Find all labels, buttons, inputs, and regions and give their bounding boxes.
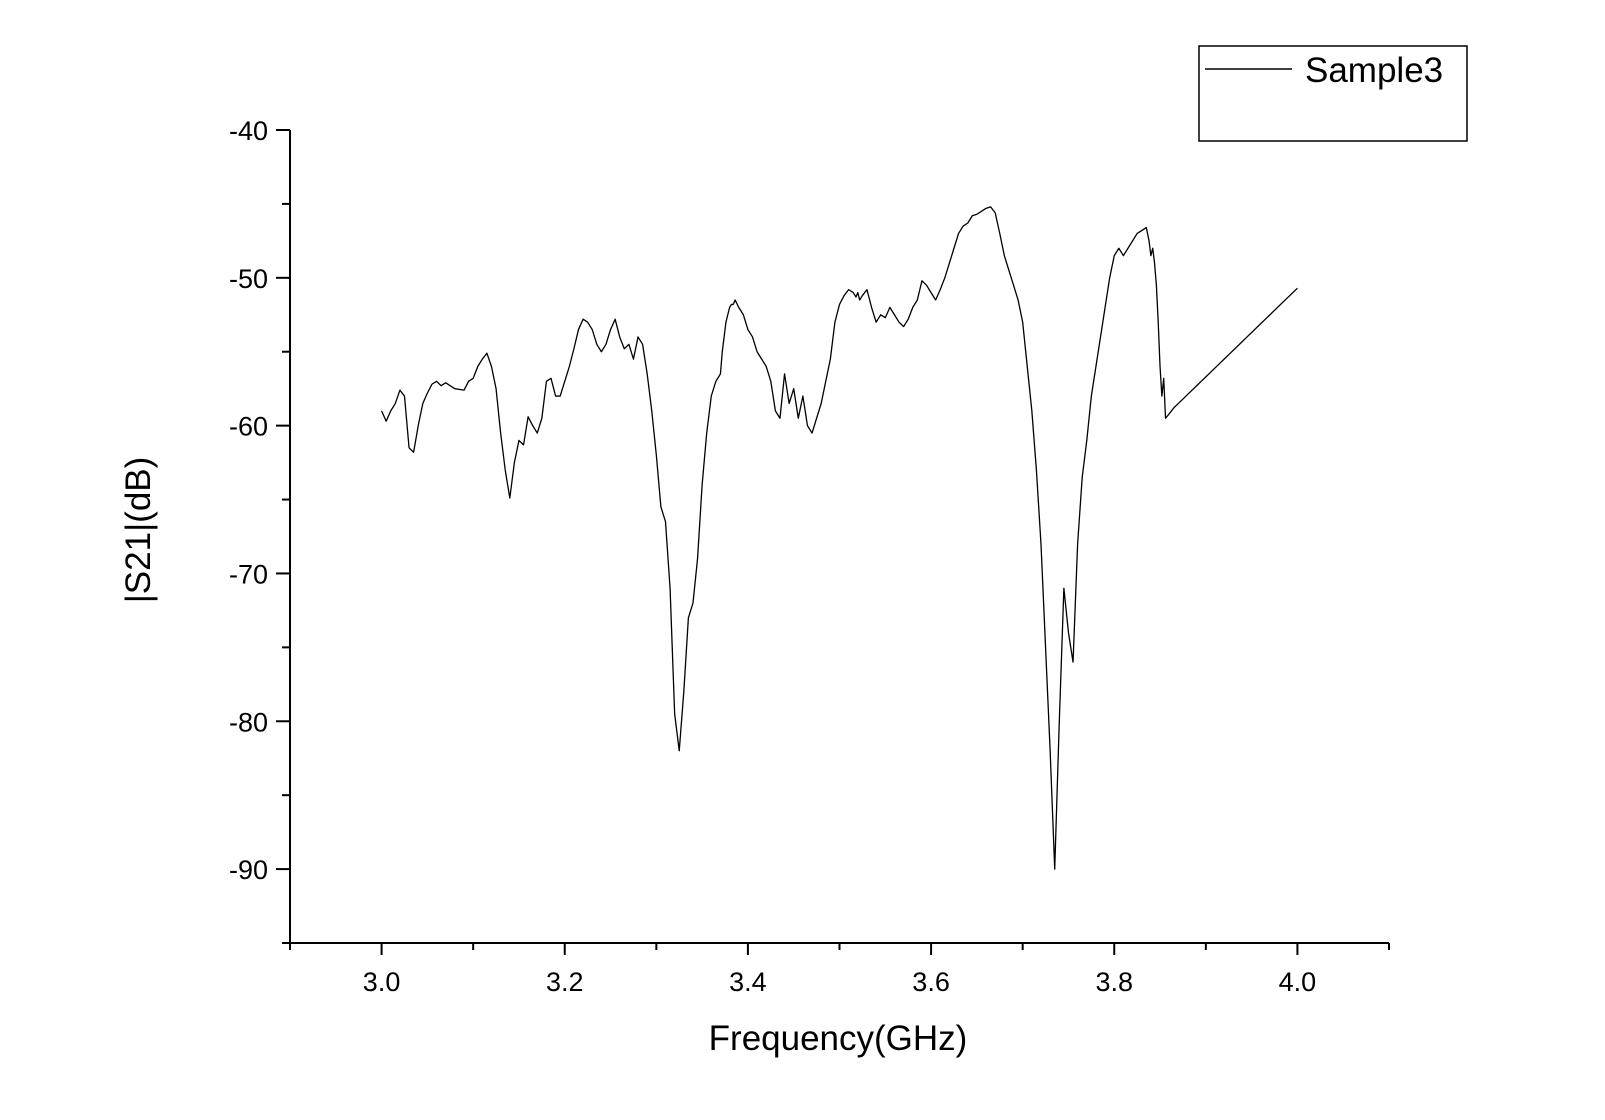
x-tick-label: 4.0 (1279, 967, 1317, 997)
plot-area (380, 206, 1298, 870)
x-tick-label: 3.2 (546, 967, 584, 997)
legend: Sample3 (1198, 45, 1468, 142)
x-tick-label: 3.6 (912, 967, 950, 997)
x-tick-label: 3.0 (363, 967, 401, 997)
x-tick-label: 3.8 (1095, 967, 1133, 997)
legend-box (1198, 45, 1468, 142)
x-ticks: 3.0 3.2 3.4 3.6 3.8 4.0 (289, 943, 1390, 997)
x-axis-title: Frequency(GHz) (709, 1019, 968, 1058)
y-axis-title: |S21|(dB) (119, 457, 158, 604)
y-tick-label: -40 (229, 116, 268, 146)
y-tick-label: -50 (229, 264, 268, 294)
y-tick-label: -90 (229, 855, 268, 885)
series-line-sample3 (380, 206, 1298, 870)
x-tick-label: 3.4 (729, 967, 767, 997)
y-ticks: -90 -80 -70 -60 -50 -40 (229, 116, 290, 944)
y-tick-label: -70 (229, 559, 268, 589)
y-tick-label: -60 (229, 412, 268, 442)
legend-label: Sample3 (1305, 51, 1443, 90)
axes: -90 -80 -70 -60 -50 -40 3.0 3.2 3.4 3.6 3.8 4.0 (229, 116, 1390, 997)
y-tick-label: -80 (229, 707, 268, 737)
